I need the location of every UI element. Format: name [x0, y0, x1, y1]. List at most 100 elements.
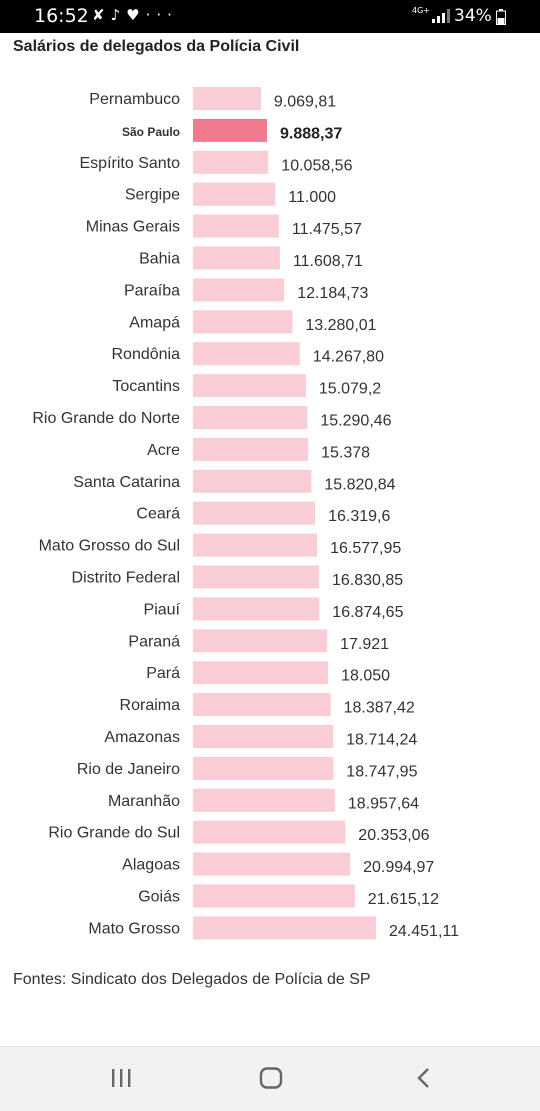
bar [193, 406, 308, 429]
chart-title: Salários de delegados da Polícia Civil [13, 38, 300, 55]
back-button[interactable] [404, 1067, 444, 1091]
bar [193, 118, 267, 142]
category-label: Rio Grande do Sul [48, 825, 180, 842]
category-label: Roraima [120, 697, 181, 714]
bar [193, 469, 312, 493]
bar [193, 597, 320, 621]
source-note: Fontes: Sindicato dos Delegados de Políc… [13, 971, 371, 988]
value-label: 12.184,73 [297, 285, 368, 302]
value-label: 15.290,46 [320, 413, 391, 430]
value-label: 17.921 [340, 636, 389, 653]
status-time: 16:52 [34, 5, 89, 27]
status-bar: 16:52 ✘♪♥··· 4G+ 34% [0, 0, 540, 33]
category-label: Tocantins [112, 378, 180, 395]
category-label: Santa Catarina [73, 474, 180, 491]
navigation-bar [0, 1046, 540, 1111]
value-label: 10.058,56 [281, 157, 352, 174]
value-label: 18.050 [341, 668, 390, 685]
home-icon [259, 1067, 283, 1089]
bar [193, 661, 329, 685]
value-label: 15.820,84 [324, 476, 395, 493]
value-label: 15.378 [321, 444, 370, 461]
network-type: 4G+ [412, 6, 430, 15]
bar [193, 246, 280, 270]
bar [193, 182, 276, 206]
bar [193, 916, 376, 940]
home-button[interactable] [251, 1067, 291, 1091]
back-icon [417, 1068, 429, 1088]
category-label: Mato Grosso do Sul [39, 538, 180, 555]
category-label: Sergipe [125, 187, 180, 204]
value-label: 13.280,01 [305, 317, 376, 334]
category-label: Espírito Santo [80, 155, 181, 172]
category-label: Amapá [129, 314, 180, 331]
category-label: Paraíba [124, 282, 180, 299]
value-label: 11.608,71 [293, 253, 363, 270]
bar [193, 278, 285, 302]
battery-icon [496, 9, 506, 25]
bar [193, 725, 334, 748]
heart-icon: ♥ [126, 6, 146, 24]
bar [193, 820, 346, 844]
bar [193, 87, 261, 110]
value-label: 11.000 [288, 189, 336, 206]
value-label: 9.069,81 [274, 94, 336, 111]
notification-icons: ✘♪♥··· [92, 6, 178, 24]
category-label: Rio Grande do Norte [32, 410, 180, 427]
category-label: Bahia [139, 251, 180, 268]
bar [193, 310, 293, 334]
value-label: 16.830,85 [332, 572, 403, 589]
bar [193, 756, 334, 780]
value-label: 11.475,57 [292, 221, 362, 238]
category-label: Ceará [136, 506, 180, 523]
bar [193, 629, 328, 653]
bar [193, 342, 300, 366]
more-icon: ··· [145, 6, 178, 24]
value-label: 16.319,6 [328, 508, 390, 525]
bar [193, 437, 309, 461]
bar [193, 533, 318, 557]
category-label: Amazonas [104, 729, 180, 746]
value-label: 21.615,12 [368, 891, 439, 908]
value-label: 16.874,65 [332, 604, 403, 621]
battery-percent: 34% [454, 6, 492, 26]
category-label: Rondônia [112, 346, 181, 363]
category-label: Rio de Janeiro [77, 761, 180, 778]
value-label: 9.888,37 [280, 125, 342, 142]
bar [193, 374, 306, 398]
category-label: Pará [146, 665, 180, 682]
value-label: 20.353,06 [358, 827, 429, 844]
bar [193, 788, 335, 812]
value-label: 14.267,80 [313, 349, 384, 366]
value-label: 16.577,95 [330, 540, 401, 557]
bar [193, 565, 319, 589]
bar [193, 150, 269, 174]
bar-chart: Pernambuco 9.069,81 São Paulo 9.888,37 Espír… [32, 87, 459, 940]
category-label: Paraná [128, 633, 180, 650]
category-label: Acre [147, 442, 180, 459]
category-label: Minas Gerais [86, 219, 180, 236]
value-label: 18.387,42 [344, 700, 415, 717]
category-label: Piauí [144, 601, 181, 618]
value-label: 24.451,11 [389, 923, 459, 940]
recent-apps-icon [112, 1069, 131, 1087]
tiktok-icon: ♪ [110, 6, 127, 24]
category-label: Mato Grosso [88, 920, 180, 937]
missed-call-icon: ✘ [92, 6, 111, 24]
bar [193, 501, 316, 525]
value-label: 20.994,97 [363, 859, 434, 876]
category-label: Alagoas [122, 857, 180, 874]
value-label: 18.714,24 [346, 732, 417, 749]
category-label: Distrito Federal [72, 570, 180, 587]
bar [193, 884, 355, 908]
category-label: Maranhão [108, 793, 180, 810]
category-label: São Paulo [122, 125, 180, 139]
value-label: 18.957,64 [348, 795, 419, 812]
value-label: 18.747,95 [346, 763, 417, 780]
bar [193, 214, 279, 238]
bar [193, 693, 331, 717]
recent-apps-button[interactable] [101, 1067, 141, 1091]
bar [193, 852, 351, 876]
value-label: 15.079,2 [319, 381, 381, 398]
signal-icon [432, 9, 450, 23]
